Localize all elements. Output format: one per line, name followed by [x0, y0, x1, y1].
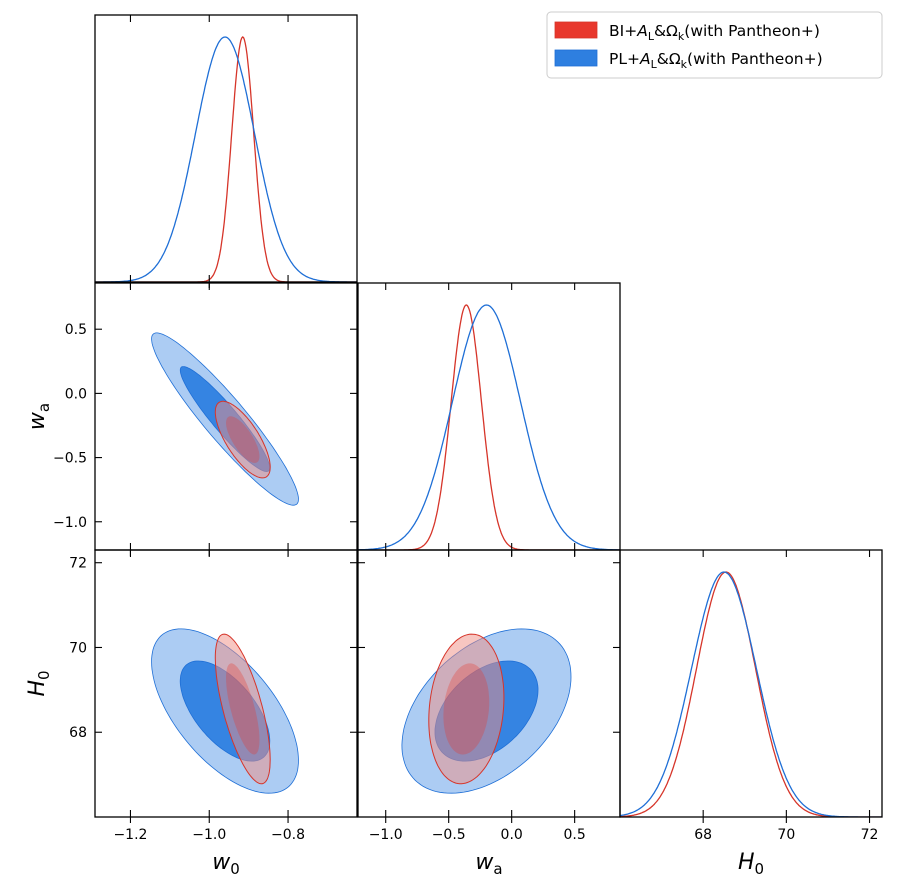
y-tick-label: 0.5 [65, 322, 87, 338]
density-curve-pl [95, 36, 357, 282]
x-axis-label-H0: H0 [738, 850, 764, 878]
legend-label-pl: PL+AL&Ωk(with Pantheon+) [609, 50, 823, 71]
panel-frame [94, 14, 358, 283]
panel-w0-H0 [94, 549, 358, 823]
density-curve-bi [95, 36, 357, 282]
x-tick-label: 68 [694, 827, 712, 843]
panel-wa-H0 [357, 549, 621, 823]
x-tick-label: −0.8 [271, 827, 305, 843]
y-tick-label: −0.5 [53, 451, 87, 467]
x-tick-label: −1.0 [192, 827, 226, 843]
y-axis-label-H0: H0 [25, 670, 53, 696]
x-tick-label: −1.0 [369, 827, 403, 843]
contour-1sigma-bi [226, 416, 260, 463]
x-tick-label: 72 [861, 827, 879, 843]
legend: BI+AL&Ωk(with Pantheon+) PL+AL&Ωk(with Pa… [546, 11, 883, 79]
x-tick-label: −1.2 [113, 827, 147, 843]
y-tick-label: 0.0 [65, 386, 87, 402]
contour-1sigma-bi [443, 663, 490, 755]
panel-wa-1d [357, 282, 621, 556]
x-axis-label-wa: wa [475, 850, 502, 878]
contour-1sigma-bi [226, 663, 260, 755]
y-tick-label: 68 [69, 725, 87, 741]
panel-H0-1d [619, 549, 883, 823]
x-tick-label: 0.0 [501, 827, 523, 843]
contour-2sigma-bi [214, 633, 271, 785]
density-curve-bi [620, 571, 882, 817]
y-axis-label-wa: wa [25, 403, 53, 430]
x-tick-label: 70 [777, 827, 795, 843]
y-tick-label: 72 [69, 556, 87, 572]
legend-box [546, 11, 883, 79]
y-tick-label: −1.0 [53, 515, 87, 531]
y-tick-label: 70 [69, 640, 87, 656]
panel-frame [357, 282, 621, 551]
panel-frame [94, 549, 358, 818]
panel-w0-1d [94, 14, 358, 288]
legend-swatch-pl [554, 49, 598, 67]
legend-label-bi: BI+AL&Ωk(with Pantheon+) [609, 22, 820, 43]
density-curve-pl [620, 571, 882, 817]
panel-w0-wa [94, 282, 358, 556]
x-tick-label: −0.5 [432, 827, 466, 843]
legend-swatch-bi [554, 21, 598, 39]
density-curve-bi [358, 304, 620, 550]
density-curve-pl [358, 304, 620, 550]
contour-2sigma-bi [428, 633, 505, 785]
x-axis-label-w0: w0 [212, 850, 240, 878]
contour-2sigma-bi [214, 400, 271, 479]
x-tick-label: 0.5 [564, 827, 586, 843]
panel-frame [619, 549, 883, 818]
